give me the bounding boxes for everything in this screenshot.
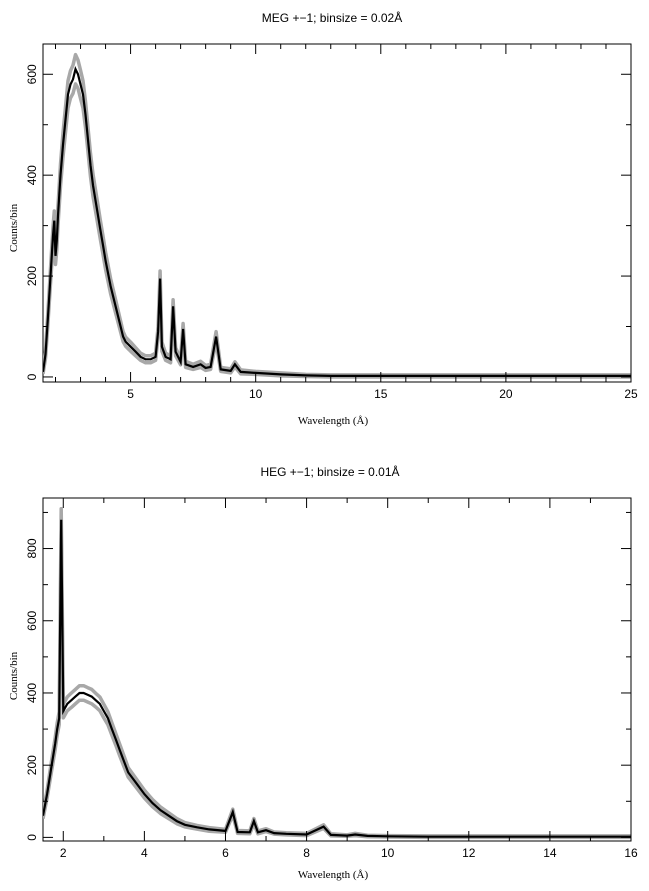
- heg-y-tick-label: 600: [25, 610, 39, 630]
- heg-y-axis-label: Counts/bin: [8, 651, 20, 700]
- heg-x-tick-label: 12: [462, 846, 476, 860]
- meg-y-tick-label: 200: [25, 266, 39, 286]
- heg-x-tick-label: 8: [303, 846, 310, 860]
- meg-chart-title: MEG +−1; binsize = 0.02Å: [262, 10, 402, 25]
- heg-x-axis-label: Wavelength (Å): [298, 869, 369, 881]
- heg-y-tick-label: 400: [25, 683, 39, 703]
- meg-series-0-error-lower: [43, 82, 631, 379]
- heg-plot-area: [43, 507, 631, 840]
- meg-y-tick-label: 400: [25, 165, 39, 185]
- heg-y-tick-label: 800: [25, 538, 39, 558]
- meg-x-tick-label: 5: [127, 387, 134, 401]
- heg-x-tick-label: 6: [222, 846, 229, 860]
- meg-axis-ticks: 5 10 15 20 25 0 200 400 600: [25, 44, 638, 401]
- meg-x-tick-label: 20: [499, 387, 513, 401]
- heg-series-0-line: [43, 519, 631, 838]
- meg-plot-frame: [42, 43, 632, 383]
- meg-y-tick-label: 600: [25, 64, 39, 84]
- meg-y-axis-label: Counts/bin: [8, 203, 20, 252]
- heg-series-0-error-upper: [43, 507, 631, 838]
- meg-series-0-error-upper: [43, 52, 631, 377]
- heg-axis-ticks: 2 4 6 8 10 12 14 16 0 200 400 600 800: [25, 498, 638, 860]
- heg-x-tick-label: 10: [381, 846, 395, 860]
- heg-y-tick-label: 200: [25, 755, 39, 775]
- meg-series-0-line: [43, 66, 631, 377]
- heg-x-tick-label: 14: [543, 846, 557, 860]
- heg-y-tick-label: 0: [25, 834, 39, 841]
- heg-x-tick-label: 4: [141, 846, 148, 860]
- heg-x-tick-label: 16: [624, 846, 638, 860]
- heg-x-tick-label: 2: [60, 846, 67, 860]
- meg-x-axis-label: Wavelength (Å): [298, 415, 369, 427]
- meg-chart-panel: MEG +−1; binsize = 0.02Å 5 10 15 20 25 0 200 40…: [8, 10, 638, 427]
- meg-x-tick-label: 10: [249, 387, 263, 401]
- meg-x-tick-label: 15: [374, 387, 388, 401]
- heg-chart-panel: HEG +−1; binsize = 0.01Å 2 4 6 8 10 12 14 16 0 20…: [8, 464, 638, 881]
- meg-y-tick-label: 0: [25, 373, 39, 380]
- heg-chart-title: HEG +−1; binsize = 0.01Å: [260, 464, 399, 479]
- meg-x-tick-label: 25: [624, 387, 638, 401]
- heg-plot-frame: [42, 497, 632, 842]
- heg-series-0-error-lower: [43, 528, 631, 840]
- meg-plot-area: [43, 52, 631, 379]
